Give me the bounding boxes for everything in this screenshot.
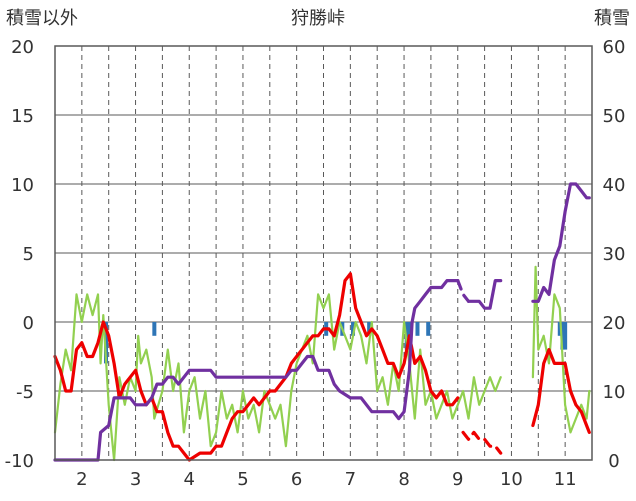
left-tick-label: -10 [5, 451, 34, 472]
red-series-segment [53, 272, 460, 462]
green-series-segment [53, 293, 502, 462]
blue-bar [563, 322, 568, 350]
purple-series-segment [466, 279, 503, 310]
chart-title: 狩勝峠 [291, 8, 345, 29]
blue-bar [152, 322, 157, 336]
left-tick-label: 20 [11, 37, 34, 58]
green-series-segment [531, 265, 591, 434]
x-tick-label: 9 [452, 469, 463, 490]
left-tick-label: 10 [11, 175, 34, 196]
plot-frame [54, 45, 593, 461]
x-tick-label: 4 [184, 469, 195, 490]
blue-bar [351, 322, 356, 336]
blue-bar [560, 322, 565, 350]
x-tick-label: 2 [76, 469, 87, 490]
blue-bar [367, 322, 372, 336]
right-axis-label: 積雪 [594, 8, 630, 29]
x-tick-label: 7 [345, 469, 356, 490]
left-tick-label: 15 [11, 106, 34, 127]
line-series-group [53, 182, 591, 462]
right-tick-label: 50 [603, 106, 626, 127]
red-series-segment [461, 430, 503, 455]
red-series-segment [531, 348, 591, 434]
left-tick-label: -5 [16, 382, 34, 403]
purple-series-segment [456, 279, 471, 303]
x-tick-label: 11 [554, 469, 577, 490]
purple-series-segment [53, 279, 460, 462]
axis-labels: -10 -5 0 5 10 15 20 0 10 20 30 40 50 60 2 3 4 5 6 7 8 9 10 11 [5, 37, 626, 490]
x-tick-label: 3 [130, 469, 141, 490]
right-tick-label: 40 [603, 175, 626, 196]
right-tick-label: 10 [603, 382, 626, 403]
purple-series-segment [531, 182, 591, 303]
blue-bar [557, 322, 562, 336]
blue-bar [426, 322, 431, 336]
x-tick-label: 8 [398, 469, 409, 490]
blue-bar [415, 322, 420, 336]
x-tick-label: 10 [500, 469, 523, 490]
right-tick-label: 20 [603, 313, 626, 334]
x-tick-label: 5 [237, 469, 248, 490]
x-tick-label: 6 [291, 469, 302, 490]
left-axis-label: 積雪以外 [6, 8, 78, 29]
right-tick-label: 30 [603, 244, 626, 265]
right-tick-label: 60 [603, 37, 626, 58]
left-tick-label: 0 [23, 313, 34, 334]
right-tick-label: 0 [608, 451, 619, 472]
left-tick-label: 5 [23, 244, 34, 265]
